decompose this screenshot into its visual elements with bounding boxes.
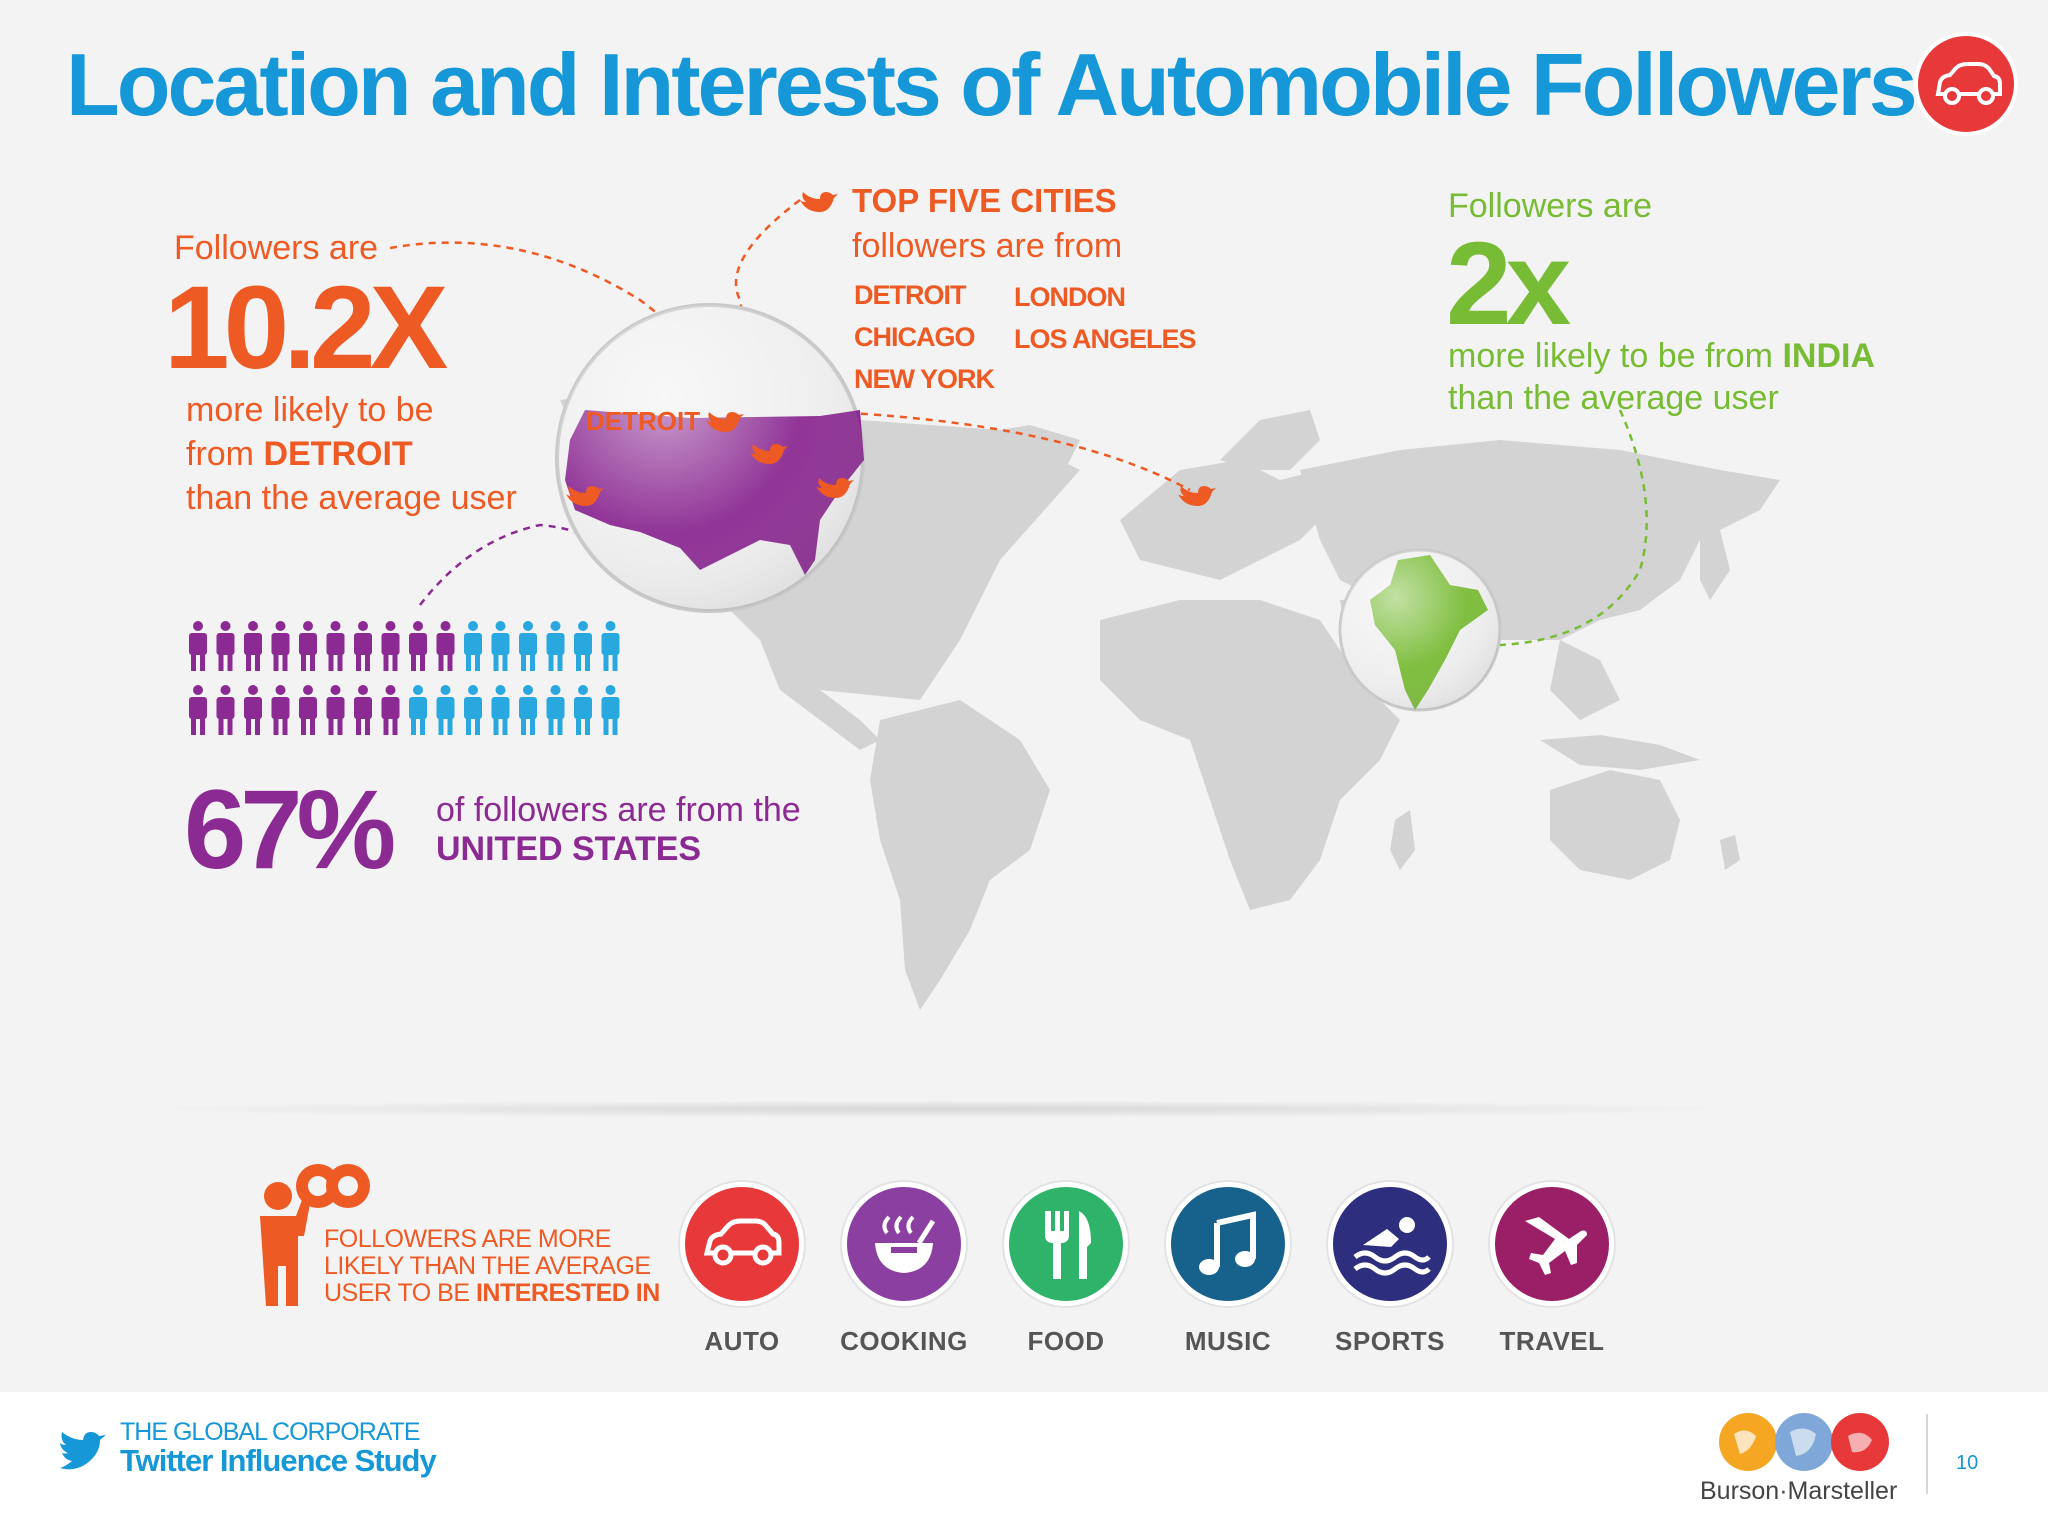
person-icon: [326, 621, 345, 671]
interest-auto: [680, 1182, 804, 1306]
city-item: DETROIT: [854, 280, 966, 310]
detroit-intro: Followers are: [174, 229, 379, 267]
person-icon: [601, 621, 620, 671]
person-icon: [491, 685, 510, 735]
interest-label: COOKING: [840, 1326, 968, 1356]
interest-cooking: [842, 1182, 966, 1306]
interest-label: FOOD: [1027, 1326, 1105, 1356]
person-icon: [299, 621, 317, 671]
person-icon: [381, 621, 400, 671]
interest-music: [1166, 1182, 1290, 1306]
us-line1: of followers are from the: [436, 791, 801, 829]
person-icon: [409, 685, 427, 735]
person-icon: [574, 621, 592, 671]
person-icon: [189, 621, 207, 671]
swimmer-icon: [1353, 1217, 1431, 1276]
interests-caption: FOLLOWERS ARE MORE LIKELY THAN THE AVERA…: [324, 1225, 660, 1307]
person-icon: [546, 685, 565, 735]
person-icon: [574, 685, 592, 735]
music-note-icon: [1199, 1211, 1256, 1275]
city-item: LONDON: [1014, 282, 1126, 312]
city-item: CHICAGO: [854, 322, 975, 352]
person-icon: [326, 685, 345, 735]
india-line2: than the average user: [1448, 379, 1779, 417]
city-item: LOS ANGELES: [1014, 324, 1197, 354]
person-icon: [354, 685, 372, 735]
footer-study-line1: THE GLOBAL CORPORATE: [120, 1418, 421, 1446]
detroit-line3: than the average user: [186, 479, 517, 517]
person-icon: [546, 621, 565, 671]
car-icon: [703, 1218, 782, 1266]
interest-label: MUSIC: [1184, 1326, 1272, 1356]
page-title: Location and Interests of Automobile Fol…: [66, 35, 1918, 134]
us-line2: UNITED STATES: [436, 830, 702, 868]
detroit-multiplier: 10.2X: [164, 262, 448, 394]
airplane-icon: [1525, 1217, 1587, 1275]
interest-travel: [1490, 1182, 1614, 1306]
person-icon: [216, 685, 235, 735]
us-percentage: 67%: [184, 767, 396, 892]
top-cities-heading: TOP FIVE CITIES: [852, 182, 1117, 219]
footer-divider: [1926, 1414, 1928, 1494]
section-divider: [120, 1100, 1760, 1118]
india-multiplier: 2x: [1446, 218, 1571, 350]
twitter-bird-icon: [60, 1432, 106, 1470]
person-icon: [189, 685, 207, 735]
person-icon: [409, 621, 427, 671]
person-icon: [271, 621, 290, 671]
footer: [0, 1392, 2048, 1536]
bowl-icon: [875, 1215, 936, 1273]
interest-label: SPORTS: [1335, 1326, 1445, 1356]
city-item: NEW YORK: [854, 364, 995, 394]
person-icon: [436, 621, 455, 671]
car-badge-icon: [1914, 32, 2018, 136]
india-line1: more likely to be from INDIA: [1448, 337, 1876, 375]
interest-food: [1004, 1182, 1128, 1306]
person-icon: [381, 685, 400, 735]
globes-logo-icon: [1719, 1413, 1889, 1471]
people-pictogram: [189, 621, 620, 735]
person-icon: [519, 685, 537, 735]
person-icon: [244, 621, 262, 671]
person-icon: [464, 621, 482, 671]
top-cities-subheading: followers are from: [852, 227, 1123, 265]
page-number: 10: [1956, 1452, 1979, 1474]
person-icon: [436, 685, 455, 735]
detroit-line2: from DETROIT: [186, 435, 413, 473]
brand-name: Burson·Marsteller: [1700, 1477, 1898, 1505]
fork-knife-icon: [1045, 1211, 1091, 1279]
detroit-line1: more likely to be: [186, 391, 434, 429]
person-icon: [216, 621, 235, 671]
person-icon: [271, 685, 290, 735]
detroit-map-label: DETROIT: [586, 406, 701, 436]
binoculars-person-icon: [260, 1164, 370, 1306]
world-map: [389, 192, 1780, 1010]
footer-study-line2: Twitter Influence Study: [120, 1443, 437, 1478]
person-icon: [464, 685, 482, 735]
person-icon: [491, 621, 510, 671]
interest-label: TRAVEL: [1499, 1326, 1605, 1356]
person-icon: [244, 685, 262, 735]
person-icon: [519, 621, 537, 671]
person-icon: [299, 685, 317, 735]
person-icon: [354, 621, 372, 671]
interest-sports: [1328, 1182, 1452, 1306]
twitter-bird-icon: [800, 192, 838, 212]
person-icon: [601, 685, 620, 735]
interest-label: AUTO: [704, 1326, 780, 1356]
india-intro: Followers are: [1448, 187, 1653, 225]
